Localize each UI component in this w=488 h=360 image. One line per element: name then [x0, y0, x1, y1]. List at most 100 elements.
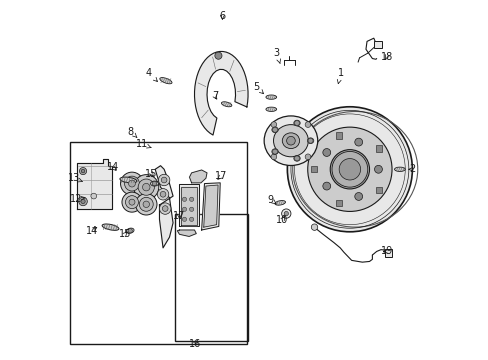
Circle shape: [81, 199, 85, 203]
Circle shape: [270, 122, 276, 127]
Text: 9: 9: [267, 195, 276, 204]
Circle shape: [189, 217, 193, 221]
Circle shape: [122, 192, 142, 212]
Text: 14: 14: [85, 226, 98, 236]
Text: 14: 14: [107, 162, 119, 172]
Circle shape: [307, 138, 312, 143]
Text: 10: 10: [276, 215, 288, 225]
Ellipse shape: [394, 167, 405, 171]
Circle shape: [80, 167, 86, 175]
Ellipse shape: [331, 152, 367, 187]
Text: 6: 6: [219, 11, 225, 21]
Ellipse shape: [265, 95, 276, 99]
Ellipse shape: [307, 127, 391, 211]
Ellipse shape: [293, 156, 300, 161]
Circle shape: [272, 127, 277, 132]
Circle shape: [139, 197, 153, 211]
Ellipse shape: [271, 127, 278, 132]
Circle shape: [124, 176, 139, 191]
Circle shape: [189, 207, 193, 211]
Circle shape: [374, 165, 382, 173]
Text: 18: 18: [380, 52, 392, 62]
Polygon shape: [179, 184, 198, 226]
Ellipse shape: [150, 181, 158, 186]
Circle shape: [138, 179, 154, 195]
Circle shape: [159, 203, 171, 214]
Circle shape: [354, 138, 362, 146]
Ellipse shape: [307, 138, 313, 144]
Text: 7: 7: [211, 91, 218, 101]
Polygon shape: [194, 51, 247, 135]
Circle shape: [182, 207, 186, 211]
Circle shape: [125, 195, 138, 209]
Ellipse shape: [102, 224, 119, 230]
Circle shape: [354, 193, 362, 201]
Ellipse shape: [274, 201, 285, 205]
Circle shape: [214, 52, 222, 59]
Bar: [310, 166, 317, 172]
Text: 19: 19: [380, 247, 392, 256]
Text: 15: 15: [119, 229, 131, 239]
Circle shape: [305, 122, 310, 127]
Ellipse shape: [273, 125, 308, 157]
Text: 17: 17: [173, 211, 185, 221]
Text: 16: 16: [189, 339, 201, 348]
Ellipse shape: [221, 102, 231, 107]
Circle shape: [128, 180, 135, 187]
Polygon shape: [201, 183, 220, 230]
Ellipse shape: [271, 149, 278, 154]
Circle shape: [294, 156, 299, 161]
Circle shape: [162, 206, 168, 211]
Circle shape: [311, 224, 317, 230]
Circle shape: [152, 181, 156, 186]
Circle shape: [135, 194, 157, 215]
Ellipse shape: [160, 78, 172, 84]
Circle shape: [81, 169, 84, 173]
Text: 8: 8: [127, 127, 137, 138]
Polygon shape: [155, 166, 173, 248]
Bar: [175, 214, 247, 341]
Circle shape: [128, 229, 132, 233]
Circle shape: [143, 201, 149, 207]
Text: 15: 15: [145, 168, 158, 179]
Circle shape: [182, 197, 186, 202]
Polygon shape: [203, 185, 218, 227]
Circle shape: [158, 174, 169, 186]
Text: 2: 2: [408, 164, 415, 174]
Circle shape: [129, 199, 135, 205]
Ellipse shape: [329, 150, 369, 189]
Ellipse shape: [282, 133, 299, 149]
Ellipse shape: [120, 177, 137, 183]
Circle shape: [339, 158, 360, 180]
Bar: [385, 249, 391, 257]
Text: 13: 13: [67, 173, 82, 183]
Bar: [335, 200, 342, 207]
Circle shape: [281, 209, 290, 218]
Circle shape: [270, 154, 276, 160]
Circle shape: [142, 183, 150, 191]
Text: 17: 17: [214, 171, 226, 181]
Circle shape: [160, 192, 165, 197]
Circle shape: [322, 182, 330, 190]
Polygon shape: [77, 158, 112, 208]
Ellipse shape: [293, 120, 300, 126]
Circle shape: [322, 149, 330, 156]
Text: 4: 4: [145, 68, 157, 81]
Bar: [375, 145, 381, 152]
Circle shape: [121, 172, 143, 195]
Polygon shape: [181, 187, 197, 225]
Ellipse shape: [264, 116, 317, 166]
Circle shape: [134, 175, 159, 200]
Circle shape: [182, 217, 186, 221]
Text: 3: 3: [273, 48, 280, 64]
Polygon shape: [189, 170, 206, 183]
Circle shape: [286, 136, 295, 145]
Circle shape: [161, 177, 166, 183]
Circle shape: [79, 197, 87, 206]
Text: 11: 11: [136, 139, 151, 149]
Ellipse shape: [265, 107, 276, 111]
Text: 12: 12: [70, 194, 85, 203]
Ellipse shape: [126, 228, 134, 233]
Bar: [375, 187, 381, 193]
Circle shape: [284, 211, 288, 216]
